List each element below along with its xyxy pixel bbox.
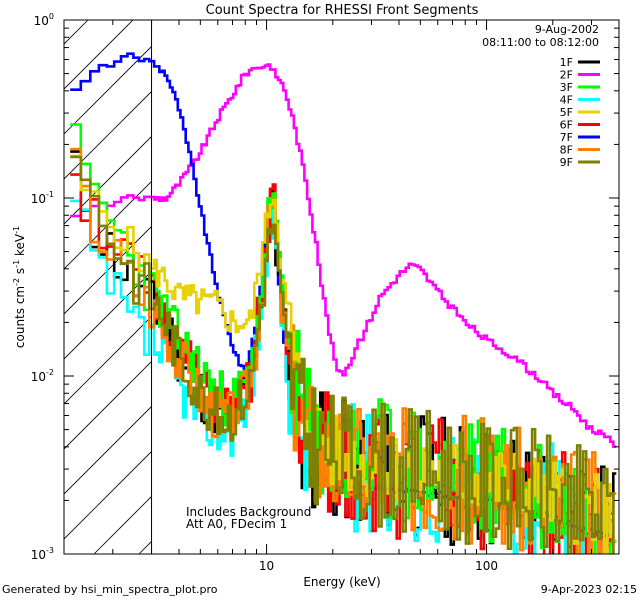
legend-label-9f: 9F <box>560 156 573 169</box>
hatch-line <box>64 450 152 540</box>
footer-timestamp: 9-Apr-2023 02:15 <box>540 583 637 596</box>
time-range-label: 08:11:00 to 08:12:00 <box>482 36 599 49</box>
y-tick-exponent: -3 <box>46 546 54 555</box>
hatch-line <box>64 225 152 315</box>
legend-label-6f: 6F <box>560 119 573 132</box>
y-tick-label: 10-3 <box>31 546 54 562</box>
series-line-9f <box>70 155 615 554</box>
series-group <box>70 52 617 554</box>
y-tick-exponent: -1 <box>46 190 54 199</box>
y-tick-label: 10-2 <box>31 368 54 384</box>
y-axis-title: counts cm-2​ s-1​ keV-1​ <box>12 226 27 348</box>
y-tick-exponent: -2 <box>46 368 54 377</box>
legend-label-2f: 2F <box>560 69 573 82</box>
date-label: 9-Aug-2002 <box>535 23 599 36</box>
x-tick-label: 10 <box>259 559 274 573</box>
axes: 10 100 10-3 10-2 10-1 100 <box>31 12 620 573</box>
legend-label-4f: 4F <box>560 94 573 107</box>
hatch-line <box>64 270 152 360</box>
plot-frame <box>63 19 620 555</box>
legend-label-8f: 8F <box>560 144 573 157</box>
series-line-3f <box>70 123 617 554</box>
annotation-attenuator: Att A0, FDecim 1 <box>186 517 287 531</box>
y-axis-label: counts cm-2​ s-1​ keV-1​ <box>12 226 27 348</box>
hatch-line <box>64 360 152 450</box>
legend-label-3f: 3F <box>560 81 573 94</box>
y-tick-exponent: 0 <box>49 12 54 21</box>
annotation-background: Includes Background <box>186 505 311 519</box>
legend-label-7f: 7F <box>560 131 573 144</box>
y-tick-label: 100 <box>34 12 54 28</box>
footer-generated-by: Generated by hsi_min_spectra_plot.pro <box>2 583 218 596</box>
legend-label-1f: 1F <box>560 56 573 69</box>
legend-label-5f: 5F <box>560 106 573 119</box>
hatch-line <box>64 90 152 180</box>
series-line-4f <box>70 194 615 554</box>
hatch-line <box>634 20 640 554</box>
chart-title: Count Spectra for RHESSI Front Segments <box>206 3 479 18</box>
hatch-line <box>64 45 152 135</box>
y-tick-label: 10-1 <box>31 190 54 206</box>
series-line-2f <box>70 63 617 448</box>
hatched-region <box>64 20 640 554</box>
x-axis-label: Energy (keV) <box>303 575 380 589</box>
hatch-line <box>64 405 152 495</box>
x-tick-label: 100 <box>475 559 498 573</box>
